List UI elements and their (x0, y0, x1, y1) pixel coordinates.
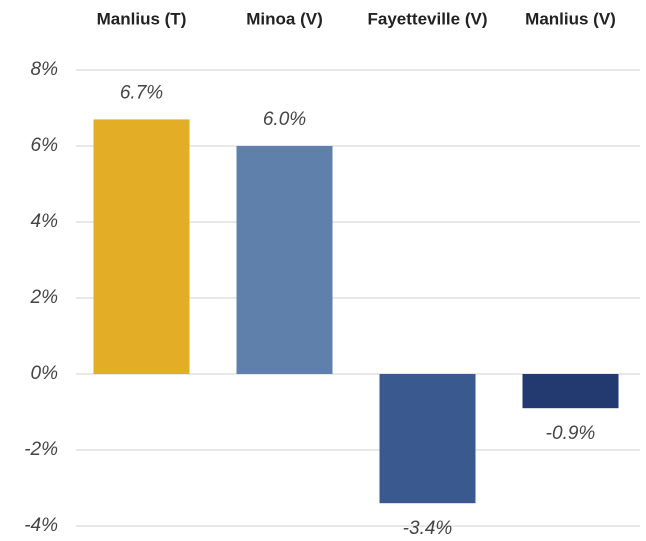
y-tick-label: -2% (24, 439, 58, 460)
y-tick-label: 4% (31, 211, 59, 232)
value-label: 6.0% (263, 109, 306, 130)
value-label: -3.4% (403, 518, 453, 539)
bar (522, 374, 619, 409)
value-label: 6.7% (120, 82, 163, 103)
bar (379, 374, 476, 504)
x-tick-label: Minoa (V) (246, 9, 323, 28)
x-tick-label: Manlius (V) (525, 9, 616, 28)
y-tick-label: 2% (30, 287, 59, 308)
x-tick-label: Fayetteville (V) (368, 9, 488, 28)
x-tick-label: Manlius (T) (97, 9, 187, 28)
y-tick-label: -4% (24, 515, 58, 536)
y-tick-label: 6% (31, 135, 59, 156)
y-tick-label: 0% (31, 363, 59, 384)
y-tick-label: 8% (31, 59, 59, 80)
bar (93, 119, 190, 375)
bar (236, 146, 333, 374)
value-label: -0.9% (546, 423, 596, 444)
